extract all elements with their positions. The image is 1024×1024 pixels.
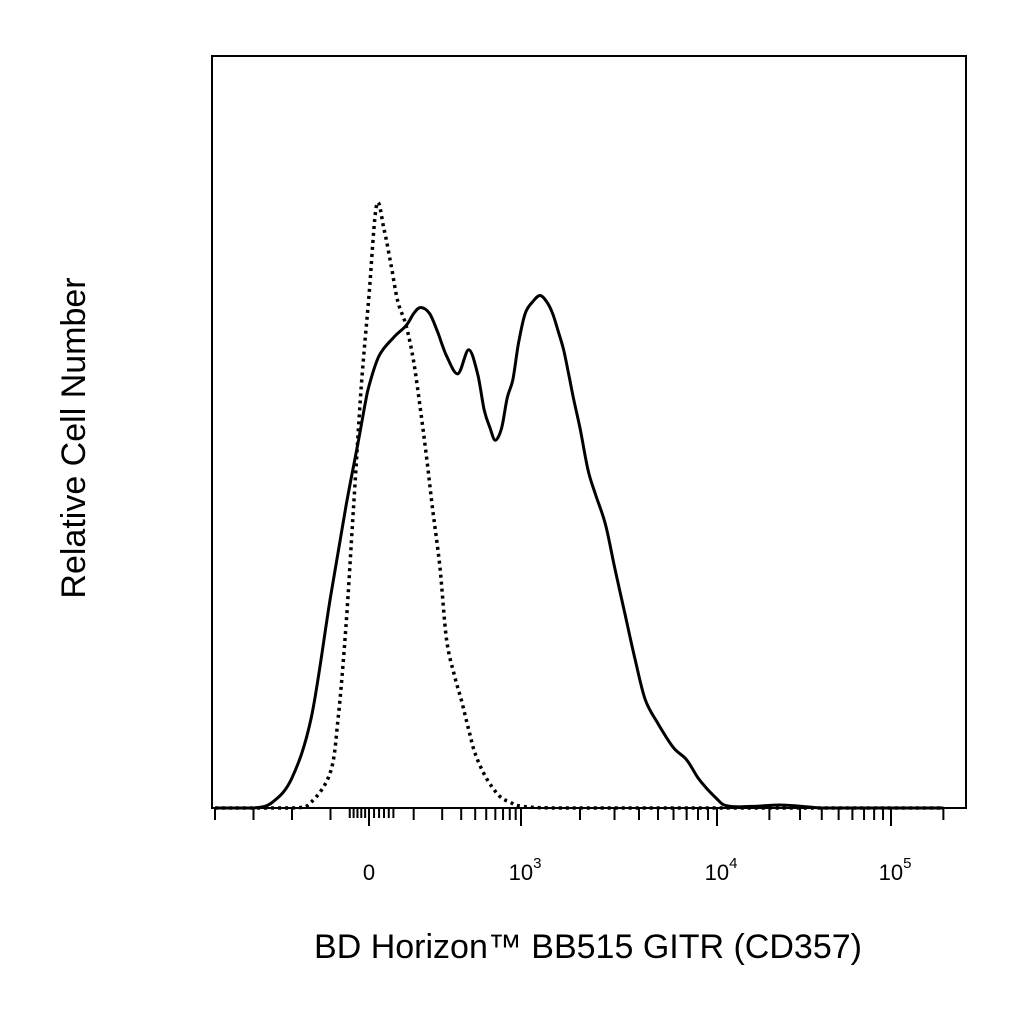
x-axis-ticks	[214, 808, 945, 826]
x-tick-label-exponent: 3	[533, 855, 541, 872]
x-tick-label: 0	[363, 860, 375, 885]
histogram-curves	[214, 200, 944, 810]
x-tick-label-base: 10	[705, 860, 729, 885]
x-tick-label: 103	[509, 855, 542, 885]
x-tick-label-exponent: 4	[729, 855, 737, 872]
plot-frame	[211, 55, 967, 809]
x-tick-label: 104	[705, 855, 738, 885]
x-axis-title: BD Horizon™ BB515 GITR (CD357)	[314, 928, 862, 966]
x-tick-label-exponent: 5	[903, 855, 911, 872]
x-tick-labels: 0 103 104 105	[363, 855, 912, 885]
dotted-control-curve	[214, 200, 944, 810]
y-axis-title: Relative Cell Number	[55, 277, 93, 598]
x-tick-label-base: 10	[879, 860, 903, 885]
x-tick-label: 105	[879, 855, 912, 885]
solid-stained-curve	[214, 294, 944, 810]
x-tick-label-base: 0	[363, 860, 375, 885]
x-tick-label-base: 10	[509, 860, 533, 885]
